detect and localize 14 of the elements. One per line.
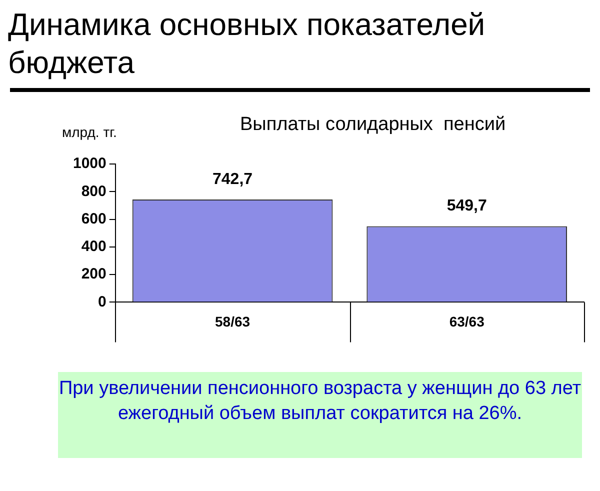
y-tick-label: 400 [81, 238, 106, 256]
data-label: 549,7 [446, 198, 487, 215]
y-tick-label: 1000 [72, 155, 106, 172]
chart-subtitle: Выплаты солидарных пенсий [240, 114, 506, 136]
x-tick-label: 58/63 [215, 313, 250, 330]
y-tick-label: 600 [81, 210, 106, 228]
text: При увеличении пенсионного возраста у женщин до 63 лет ежегодный объем выплат сократится на 26%. [58, 372, 582, 458]
data-label: 742,7 [212, 170, 253, 188]
y-tick-label: 0 [98, 293, 106, 310]
y-tick-label: 800 [81, 182, 106, 200]
y-tick-label: 200 [81, 266, 106, 283]
x-tick-label: 63/63 [449, 313, 485, 330]
y-axis-title: млрд. тг. [62, 124, 117, 140]
chart-title: Динамика основных показателей бюджета [8, 6, 486, 82]
